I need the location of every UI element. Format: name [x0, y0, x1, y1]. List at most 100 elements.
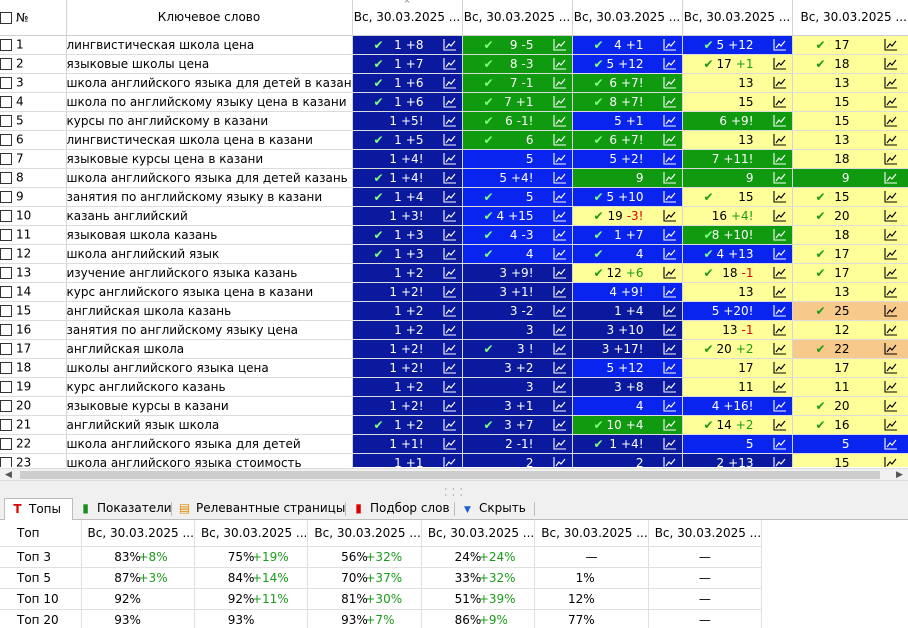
position-cell[interactable]: 9	[792, 168, 908, 188]
position-cell[interactable]: ✔ 1 +4!	[352, 168, 463, 188]
trend-chart-icon[interactable]	[662, 76, 677, 89]
row-select-cell[interactable]: 18	[0, 358, 67, 378]
position-cell[interactable]: 1 +2!	[352, 339, 463, 359]
row-checkbox[interactable]	[0, 380, 12, 393]
trend-chart-icon[interactable]	[442, 152, 457, 165]
position-cell[interactable]: 2 +13	[682, 453, 793, 467]
position-cell[interactable]: 9	[682, 168, 793, 188]
trend-chart-icon[interactable]	[883, 152, 898, 165]
row-select-cell[interactable]: 1	[0, 35, 67, 55]
trend-chart-icon[interactable]	[662, 361, 677, 374]
trend-chart-icon[interactable]	[883, 228, 898, 241]
trend-chart-icon[interactable]	[883, 323, 898, 336]
position-cell[interactable]: ✔ 6 +7!	[572, 130, 683, 150]
trend-chart-icon[interactable]	[442, 114, 457, 127]
trend-chart-icon[interactable]	[883, 266, 898, 279]
trend-chart-icon[interactable]	[662, 380, 677, 393]
position-cell[interactable]: ✔ 8 -3	[462, 54, 573, 74]
position-cell[interactable]: 9	[572, 168, 683, 188]
trend-chart-icon[interactable]	[662, 266, 677, 279]
keyword-cell[interactable]: занятия по английскому языку в казани	[66, 187, 353, 207]
trend-chart-icon[interactable]	[772, 437, 787, 450]
position-cell[interactable]: ✔ 4 +15	[462, 206, 573, 226]
trend-chart-icon[interactable]	[772, 114, 787, 127]
trend-chart-icon[interactable]	[883, 304, 898, 317]
row-checkbox[interactable]	[0, 76, 12, 89]
table-row[interactable]: 20 языковые курсы в казани 1 +2! 3 +1 4 4 +16! ✔ 2…	[0, 396, 908, 416]
trend-chart-icon[interactable]	[772, 95, 787, 108]
position-cell[interactable]: ✔ 9 -5	[462, 35, 573, 55]
table-row[interactable]: 12 школа английский язык ✔ 1 +3 ✔ 4 ✔ 4 ✔ 4 +13 ✔ 17	[0, 244, 908, 264]
position-cell[interactable]: ✔ 17	[792, 263, 908, 283]
keyword-cell[interactable]: школа английского языка стоимость	[66, 453, 353, 467]
position-cell[interactable]: ✔ 22	[792, 339, 908, 359]
select-all-checkbox[interactable]	[0, 11, 12, 24]
position-cell[interactable]: ✔ 18 -1	[682, 263, 793, 283]
row-checkbox[interactable]	[0, 190, 12, 203]
keyword-cell[interactable]: английская школа казань	[66, 301, 353, 321]
table-row[interactable]: 8 школа английского языка для детей казан…	[0, 168, 908, 188]
row-checkbox[interactable]	[0, 304, 12, 317]
row-checkbox[interactable]	[0, 399, 12, 412]
position-cell[interactable]: 5	[682, 434, 793, 454]
position-cell[interactable]: ✔ 1 +8	[352, 35, 463, 55]
position-cell[interactable]: 3 +9!	[462, 263, 573, 283]
row-checkbox[interactable]	[0, 437, 12, 450]
row-checkbox[interactable]	[0, 418, 12, 431]
row-select-cell[interactable]: 5	[0, 111, 67, 131]
keyword-cell[interactable]: изучение английского языка казань	[66, 263, 353, 283]
panel-splitter[interactable]: · · · · · ·	[0, 481, 908, 501]
trend-chart-icon[interactable]	[883, 114, 898, 127]
position-cell[interactable]: ✔ 5	[462, 187, 573, 207]
trend-chart-icon[interactable]	[662, 190, 677, 203]
trend-chart-icon[interactable]	[662, 418, 677, 431]
trend-chart-icon[interactable]	[662, 228, 677, 241]
table-row[interactable]: 14 курс английского языка цена в казани 1 +…	[0, 282, 908, 302]
trend-chart-icon[interactable]	[883, 190, 898, 203]
trend-chart-icon[interactable]	[552, 247, 567, 260]
position-cell[interactable]: 15	[792, 453, 908, 467]
row-checkbox[interactable]	[0, 323, 12, 336]
trend-chart-icon[interactable]	[552, 380, 567, 393]
keyword-cell[interactable]: курс английского языка цена в казани	[66, 282, 353, 302]
position-cell[interactable]: 13	[792, 130, 908, 150]
tops-header-date[interactable]: Вс, 30.03.2025 ...	[421, 520, 536, 547]
tops-header-date[interactable]: Вс, 30.03.2025 ...	[648, 520, 763, 547]
trend-chart-icon[interactable]	[772, 133, 787, 146]
trend-chart-icon[interactable]	[442, 209, 457, 222]
trend-chart-icon[interactable]	[662, 399, 677, 412]
header-date-4[interactable]: Вс, 30.03.2025 ...	[682, 0, 793, 36]
trend-chart-icon[interactable]	[772, 171, 787, 184]
position-cell[interactable]: 1 +3!	[352, 206, 463, 226]
trend-chart-icon[interactable]	[883, 38, 898, 51]
row-select-cell[interactable]: 19	[0, 377, 67, 397]
trend-chart-icon[interactable]	[662, 247, 677, 260]
row-checkbox[interactable]	[0, 342, 12, 355]
trend-chart-icon[interactable]	[772, 266, 787, 279]
position-cell[interactable]: ✔ 20	[792, 396, 908, 416]
trend-chart-icon[interactable]	[772, 228, 787, 241]
table-row[interactable]: 19 курс английского казань 1 +2 3 3 +8 11 11	[0, 377, 908, 397]
row-select-cell[interactable]: 13	[0, 263, 67, 283]
trend-chart-icon[interactable]	[662, 285, 677, 298]
trend-chart-icon[interactable]	[662, 114, 677, 127]
tops-header-date[interactable]: Вс, 30.03.2025 ...	[194, 520, 309, 547]
position-cell[interactable]: 7 +11!	[682, 149, 793, 169]
table-row[interactable]: 10 казань английский 1 +3! ✔ 4 +15 ✔ 19 -3! 16 +4! ✔…	[0, 206, 908, 226]
position-cell[interactable]: ✔ 1 +7	[572, 225, 683, 245]
row-select-cell[interactable]: 4	[0, 92, 67, 112]
row-select-cell[interactable]: 14	[0, 282, 67, 302]
position-cell[interactable]: 3 +10	[572, 320, 683, 340]
keyword-cell[interactable]: школа английского языка для детей казань	[66, 168, 353, 188]
trend-chart-icon[interactable]	[772, 380, 787, 393]
table-row[interactable]: 16 занятия по английскому языку цена 1 +2 3 3…	[0, 320, 908, 340]
trend-chart-icon[interactable]	[442, 304, 457, 317]
keyword-cell[interactable]: языковые курсы в казани	[66, 396, 353, 416]
trend-chart-icon[interactable]	[442, 456, 457, 468]
row-checkbox[interactable]	[0, 456, 12, 467]
position-cell[interactable]: ✔ 15	[682, 187, 793, 207]
table-row[interactable]: 7 языковые курсы цена в казани 1 +4! 5 5 +2! 7 +…	[0, 149, 908, 169]
row-select-cell[interactable]: 12	[0, 244, 67, 264]
trend-chart-icon[interactable]	[883, 380, 898, 393]
position-cell[interactable]: 13	[792, 73, 908, 93]
